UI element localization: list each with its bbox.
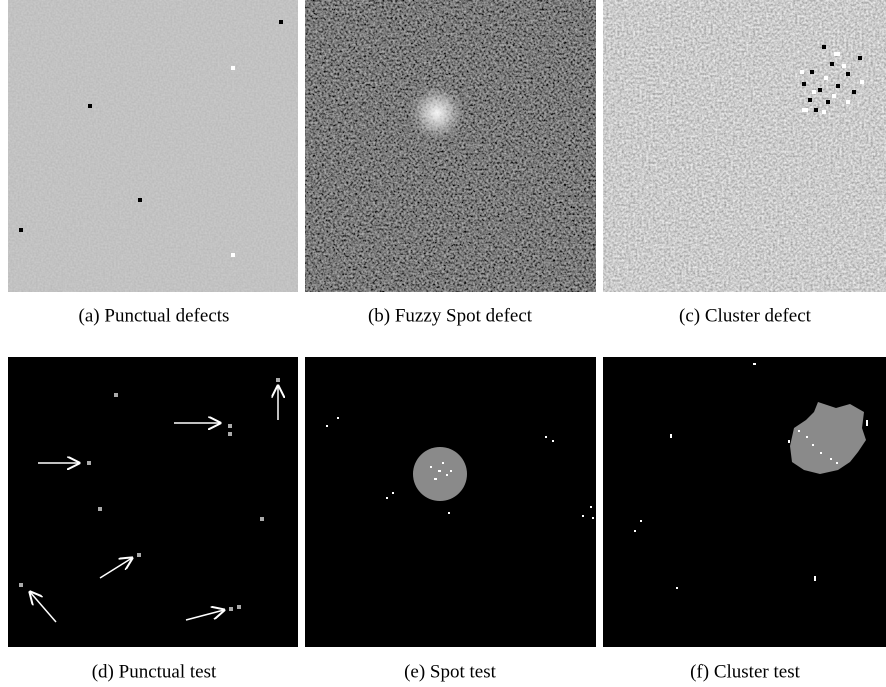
detections xyxy=(19,378,280,611)
caption: (c) Cluster defect xyxy=(679,305,812,326)
panel-b xyxy=(305,0,596,292)
caption: (d) Punctual test xyxy=(92,661,217,682)
noise-image xyxy=(8,0,298,292)
cluster xyxy=(800,45,864,114)
result-image xyxy=(603,357,886,647)
noise-image xyxy=(305,0,596,292)
panel-f xyxy=(603,357,886,647)
detections xyxy=(634,363,868,589)
caption: (f) Cluster test xyxy=(690,661,800,682)
caption: (b) Fuzzy Spot defect xyxy=(368,305,533,326)
panel-e xyxy=(305,357,596,647)
result-image xyxy=(305,357,596,647)
result-image xyxy=(8,357,298,647)
caption: (e) Spot test xyxy=(404,661,497,682)
detections xyxy=(326,417,594,519)
noise-image xyxy=(603,0,886,292)
panel-c xyxy=(603,0,886,292)
detected-cluster xyxy=(790,402,866,474)
panel-a xyxy=(8,0,298,292)
caption: (a) Punctual defects xyxy=(79,305,230,326)
detected-spot xyxy=(413,447,467,501)
dark-defects xyxy=(19,20,283,232)
fuzzy-spot xyxy=(409,85,465,141)
arrows xyxy=(30,386,278,623)
panel-d xyxy=(8,357,298,647)
bright-defects xyxy=(231,66,235,257)
